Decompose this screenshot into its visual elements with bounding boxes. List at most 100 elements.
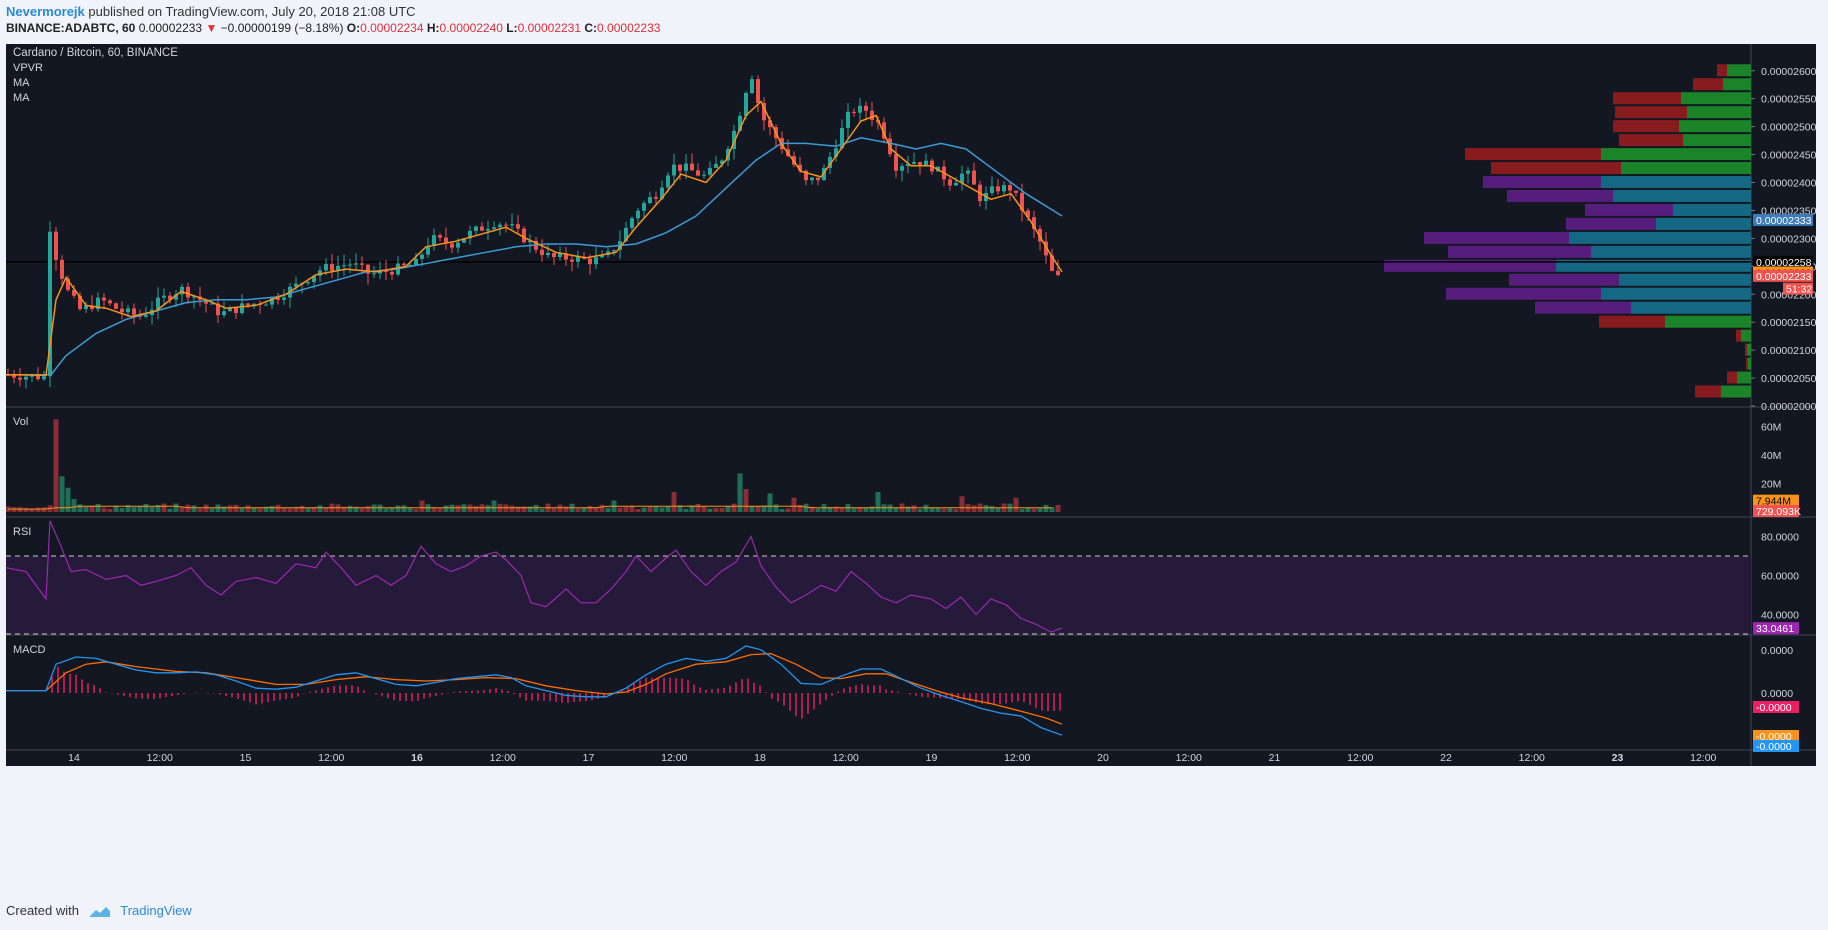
volume-bar	[1049, 507, 1055, 512]
vpvr-down-bar	[1491, 162, 1621, 175]
candle-body	[156, 297, 160, 310]
candle-body	[894, 154, 898, 171]
time-tick-label: 14	[68, 752, 80, 764]
volume-bar	[779, 508, 785, 512]
volume-bar	[857, 507, 863, 512]
tradingview-logo-icon	[89, 906, 110, 917]
volume-bar	[197, 508, 203, 512]
price-tick-label: 0.00002050	[1761, 373, 1816, 385]
candle-body	[756, 79, 760, 103]
time-tick-label: 12:00	[1690, 752, 1716, 764]
price-change: −0.00000199 (−8.18%)	[220, 21, 344, 35]
vpvr-down-bar	[1599, 315, 1665, 328]
candle-body	[162, 295, 166, 298]
candle-body	[342, 265, 346, 267]
author-link[interactable]: Nevermorejk	[6, 4, 85, 19]
candle-body	[840, 127, 844, 149]
volume-bar	[995, 507, 1001, 512]
candle-body	[882, 122, 886, 139]
candle-body	[1002, 185, 1006, 192]
volume-bar	[89, 505, 95, 512]
time-tick-label: 18	[754, 752, 766, 764]
candle-body	[684, 163, 688, 171]
volume-bar	[683, 508, 689, 512]
volume-bar	[1013, 497, 1019, 512]
candle-body	[66, 278, 70, 290]
price-tick-label: 0.00002600	[1761, 66, 1816, 78]
down-arrow-icon: ▼	[205, 21, 218, 35]
close-value: 0.00002233	[597, 21, 661, 35]
volume-bar	[293, 506, 299, 512]
volume-bar	[989, 506, 995, 512]
volume-bar	[401, 505, 407, 512]
volume-bar	[59, 476, 65, 512]
candle-body	[486, 228, 490, 231]
candle-body	[732, 130, 736, 149]
candle-body	[114, 303, 118, 309]
price-tag-text: 51:32	[1786, 284, 1812, 296]
vpvr-up-bar	[1737, 371, 1751, 384]
candle-body	[642, 203, 646, 211]
vpvr-up-bar	[1601, 176, 1751, 189]
volume-bar	[431, 507, 437, 512]
macd-tick-label: 0.0000	[1761, 688, 1793, 700]
volume-bar	[473, 505, 479, 512]
volume-bar	[119, 508, 125, 512]
volume-bar	[917, 509, 923, 512]
candle-body	[420, 254, 424, 259]
volume-bar	[155, 505, 161, 512]
tradingview-link[interactable]: TradingView	[120, 903, 192, 918]
candle-body	[768, 120, 772, 128]
macd-line	[6, 645, 1063, 736]
candle-body	[504, 224, 508, 226]
candle-body	[516, 224, 520, 229]
candle-body	[702, 174, 706, 176]
volume-bar	[323, 507, 329, 512]
ohlc-bar: BINANCE:ADABTC, 60 0.00002233 ▼ −0.00000…	[6, 21, 660, 35]
candle-body	[468, 230, 472, 239]
candle-body	[822, 167, 826, 181]
candle-body	[492, 227, 496, 229]
volume-bar	[275, 504, 281, 512]
volume-bar	[287, 508, 293, 512]
candle-body	[126, 308, 130, 313]
volume-bar	[659, 507, 665, 512]
volume-tag-bg	[1753, 494, 1799, 507]
time-tick-label: 12:00	[1004, 752, 1030, 764]
vpvr-up-bar	[1591, 245, 1751, 258]
candle-body	[414, 258, 418, 265]
candle-body	[306, 282, 310, 284]
rsi-tag-text: 33.0461	[1756, 623, 1794, 635]
vpvr-up-bar	[1656, 217, 1751, 230]
vpvr-group	[1384, 64, 1751, 398]
volume-bar	[911, 505, 917, 512]
volume-bar	[539, 508, 545, 512]
rsi-tag-bg	[1753, 622, 1799, 635]
candle-body	[426, 246, 430, 255]
candle-body	[18, 377, 22, 380]
volume-bar	[791, 497, 797, 512]
candle-body	[276, 298, 280, 300]
rsi-tick-label: 80.0000	[1761, 532, 1799, 544]
volume-bar	[113, 505, 119, 512]
price-tick-label: 0.00002300	[1761, 233, 1816, 245]
candle-body	[948, 179, 952, 186]
candle-body	[690, 163, 694, 171]
candle-body	[552, 252, 556, 258]
volume-bar	[347, 505, 353, 512]
candle-body	[918, 162, 922, 167]
publish-info: Nevermorejk published on TradingView.com…	[6, 4, 416, 19]
price-tag-bg	[1753, 269, 1813, 282]
candle-body	[390, 271, 394, 275]
volume-bar	[665, 506, 671, 512]
low-key: L:	[506, 21, 518, 35]
volume-bar	[623, 507, 629, 512]
vpvr-down-bar	[1613, 92, 1681, 105]
candle-body	[1020, 192, 1024, 211]
chart-canvas[interactable]: Cardano / Bitcoin, 60, BINANCE VPVR MA MA 0.…	[6, 44, 1816, 894]
candle-body	[1026, 210, 1030, 218]
volume-bar	[935, 507, 941, 512]
time-tick-label: 19	[926, 752, 938, 764]
time-tick-label: 12:00	[147, 752, 173, 764]
vpvr-down-bar	[1507, 189, 1613, 202]
